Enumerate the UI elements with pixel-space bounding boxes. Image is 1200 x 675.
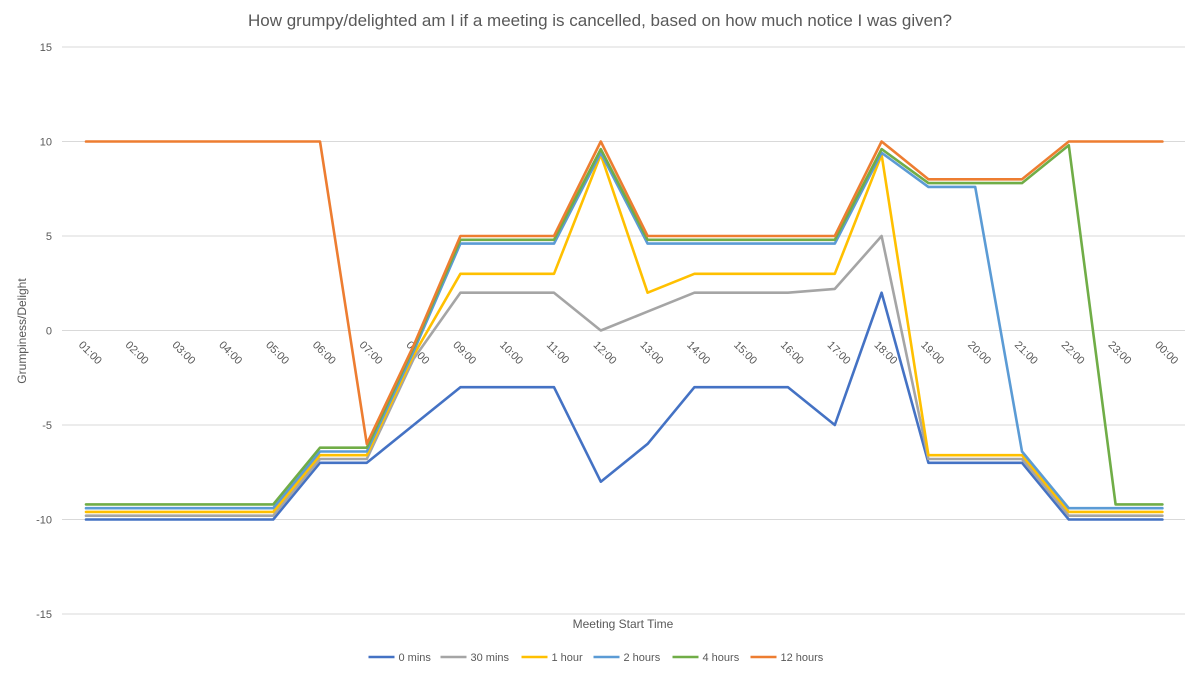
y-tick-label: 10 <box>40 137 52 149</box>
series-line-3 <box>84 151 1164 510</box>
legend-label: 1 hour <box>552 652 584 664</box>
x-tick-label: 16:00 <box>778 339 806 367</box>
series-line-5 <box>84 140 1164 446</box>
legend-label: 2 hours <box>624 652 661 664</box>
x-tick-label: 14:00 <box>684 339 712 367</box>
y-axis-ticks: 15 10 5 0 -5 -10 -15 <box>36 42 52 621</box>
y-tick-label: 5 <box>46 231 52 243</box>
x-tick-label: 00:00 <box>1152 339 1180 367</box>
x-tick-label: 17:00 <box>825 339 853 367</box>
legend-label: 12 hours <box>781 652 824 664</box>
gridlines <box>62 46 1185 615</box>
y-tick-label: -10 <box>36 515 52 527</box>
x-tick-label: 09:00 <box>450 339 478 367</box>
x-tick-label: 20:00 <box>965 339 993 367</box>
x-tick-label: 07:00 <box>357 339 385 367</box>
x-tick-label: 13:00 <box>637 339 665 367</box>
x-tick-label: 15:00 <box>731 339 759 367</box>
y-tick-label: -15 <box>36 609 52 621</box>
x-tick-label: 19:00 <box>918 339 946 367</box>
series-line-2 <box>84 153 1164 514</box>
x-axis-label: Meeting Start Time <box>573 617 674 631</box>
series-line-1 <box>84 234 1164 518</box>
x-tick-label: 05:00 <box>263 339 291 367</box>
series-lines <box>84 140 1164 521</box>
x-axis-ticks: 01:00 02:00 03:00 04:00 05:00 06:00 07:00 08:00… <box>76 339 1180 367</box>
x-tick-label: 12:00 <box>591 339 619 367</box>
x-tick-label: 06:00 <box>310 339 338 367</box>
chart-title: How grumpy/delighted am I if a meeting i… <box>248 11 952 30</box>
legend: 0 mins 30 mins 1 hour 2 hours 4 hours 12 hour… <box>368 652 824 664</box>
series-line-4 <box>84 144 1164 506</box>
y-tick-label: 15 <box>40 42 52 54</box>
legend-label: 30 mins <box>471 652 510 664</box>
x-tick-label: 23:00 <box>1105 339 1133 367</box>
x-tick-label: 21:00 <box>1012 339 1040 367</box>
x-tick-label: 01:00 <box>76 339 104 367</box>
x-tick-label: 02:00 <box>123 339 151 367</box>
x-tick-label: 03:00 <box>169 339 197 367</box>
x-tick-label: 04:00 <box>216 339 244 367</box>
x-tick-label: 11:00 <box>544 339 571 366</box>
legend-label: 4 hours <box>703 652 740 664</box>
x-tick-label: 22:00 <box>1059 339 1087 367</box>
y-tick-label: 0 <box>46 326 52 338</box>
series-line-0 <box>84 291 1164 521</box>
legend-label: 0 mins <box>399 652 432 664</box>
x-tick-label: 10:00 <box>497 339 525 367</box>
y-axis-label: Grumpiness/Delight <box>15 278 29 384</box>
y-tick-label: -5 <box>42 420 52 432</box>
